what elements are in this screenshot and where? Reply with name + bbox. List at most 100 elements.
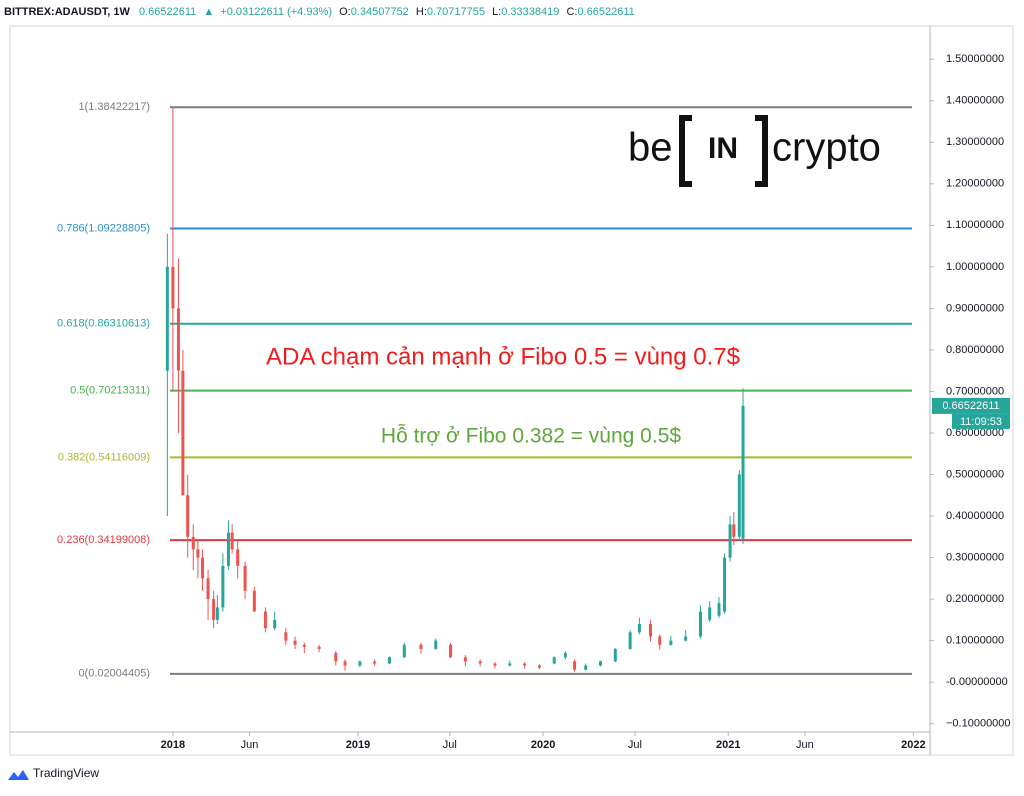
candle-body [206,578,210,600]
x-tick-label: 2020 [531,739,555,751]
high-key: H: [416,6,427,18]
candle-body [387,657,391,664]
y-tick-label: 0.60000000 [946,427,1004,439]
x-tick-label: Jun [241,739,259,751]
countdown: 11:09:53 [960,416,1002,428]
logo: be IN crypto [628,115,881,187]
candle-body [478,661,482,664]
candle-body [212,599,216,620]
candle-body [317,646,321,649]
candle-body [302,644,306,647]
high-value: 0.70717755 [427,6,485,18]
last-price: 0.66522611 [139,6,196,18]
symbol: BITTREX:ADAUSDT, 1W [4,6,131,18]
y-tick-label: 0.50000000 [946,468,1004,480]
candle-body [523,663,527,666]
candle-body [669,640,673,645]
candle-body [658,636,662,645]
candle-body [343,661,347,666]
tradingview-icon [8,770,29,780]
fib-label: 0.618(0.86310613) [57,318,150,330]
candle-body [717,603,721,616]
candle-body [373,661,377,664]
annotation: ADA chạm cản mạnh ở Fibo 0.5 = vùng 0.7$ [266,343,740,370]
fib-label: 1(1.38422217) [78,101,150,113]
candle-body [599,661,603,666]
candle-body [191,536,195,550]
candle-body [226,532,230,566]
candle-body [732,524,736,537]
y-tick-label: −0.10000000 [946,718,1011,730]
candle-body [698,611,702,637]
y-tick-label: 1.40000000 [946,95,1004,107]
candle-body [508,663,512,666]
annotation: Hỗ trợ ở Fibo 0.382 = vùng 0.5$ [381,425,681,448]
y-tick-label: 0.70000000 [946,385,1004,397]
candle-body [236,549,240,566]
fib-label: 0.5(0.70213311) [70,384,150,396]
open-value: 0.34507752 [351,6,409,18]
candle-body [196,549,200,558]
y-tick-label: 1.10000000 [946,219,1004,231]
change: +0.03122611 (+4.93%) [220,6,332,18]
candle-body [493,663,497,666]
logo-right: crypto [772,126,881,170]
x-tick-label: Jul [628,739,642,751]
x-tick-label: Jul [443,739,457,751]
candle-body [358,661,362,666]
fib-label: 0.236(0.34199008) [57,534,150,546]
candle-body [637,624,641,633]
countdown-tag [952,413,1010,429]
candle-body [741,405,745,539]
low-value: 0.33338419 [501,6,559,18]
fib-label: 0(0.02004405) [78,668,150,680]
candle-body [171,266,175,309]
candle-body [186,495,190,537]
open-key: O: [339,6,351,18]
fib-label: 0.786(1.09228805) [57,222,150,234]
last-price-label: 0.66522611 [942,400,999,412]
close-value: 0.66522611 [577,6,634,18]
candle-body [252,590,256,612]
x-tick-label: 2021 [716,739,740,751]
candle-body [648,624,652,637]
candle-body [201,557,205,579]
candle-body [537,665,541,668]
candle-body [273,619,277,629]
candle-body [263,611,267,629]
y-tick-label: 1.20000000 [946,178,1004,190]
close-key: C: [566,6,577,18]
x-tick-label: 2022 [901,739,925,751]
y-tick-label: 1.50000000 [946,53,1004,65]
logo-left: be [628,126,673,170]
x-tick-label: 2018 [161,739,185,751]
last-price-tag [932,397,1010,414]
logo-mid: IN [708,132,738,165]
candle-body [221,565,225,608]
candle-body [552,657,556,664]
candle-body [684,636,688,641]
candle-body [584,665,588,670]
y-tick-label: 0.30000000 [946,551,1004,563]
candle-body [243,565,247,591]
candle-body [573,661,577,670]
candle-body [449,644,453,658]
y-tick-label: 0.80000000 [946,344,1004,356]
x-tick-label: Jun [796,739,814,751]
candle-body [293,640,297,645]
low-key: L: [492,6,501,18]
candle-body [463,657,467,662]
candle-body [419,644,423,649]
footer: TradingView [8,766,99,780]
y-tick-label: 0.20000000 [946,593,1004,605]
candle-body [628,632,632,649]
candle-body [215,607,219,620]
fib-label: 0.382(0.54116009) [58,451,150,463]
candle-body [176,308,180,371]
candle-body [613,648,617,662]
candle-body [334,653,338,662]
candle-body [728,524,732,558]
candle-body [402,644,406,658]
